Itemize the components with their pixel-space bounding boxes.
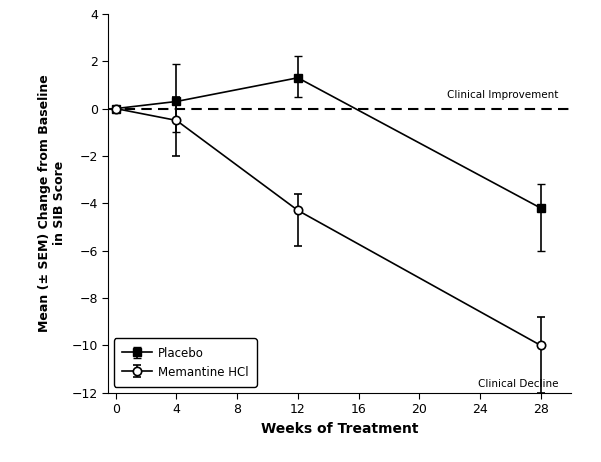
X-axis label: Weeks of Treatment: Weeks of Treatment [261, 422, 418, 436]
Legend: Placebo, Memantine HCl: Placebo, Memantine HCl [114, 338, 257, 387]
Text: Clinical Decline: Clinical Decline [478, 379, 559, 389]
Y-axis label: Mean (± SEM) Change from Baseline
in SIB Score: Mean (± SEM) Change from Baseline in SIB… [38, 74, 66, 332]
Text: Clinical Improvement: Clinical Improvement [447, 90, 559, 100]
